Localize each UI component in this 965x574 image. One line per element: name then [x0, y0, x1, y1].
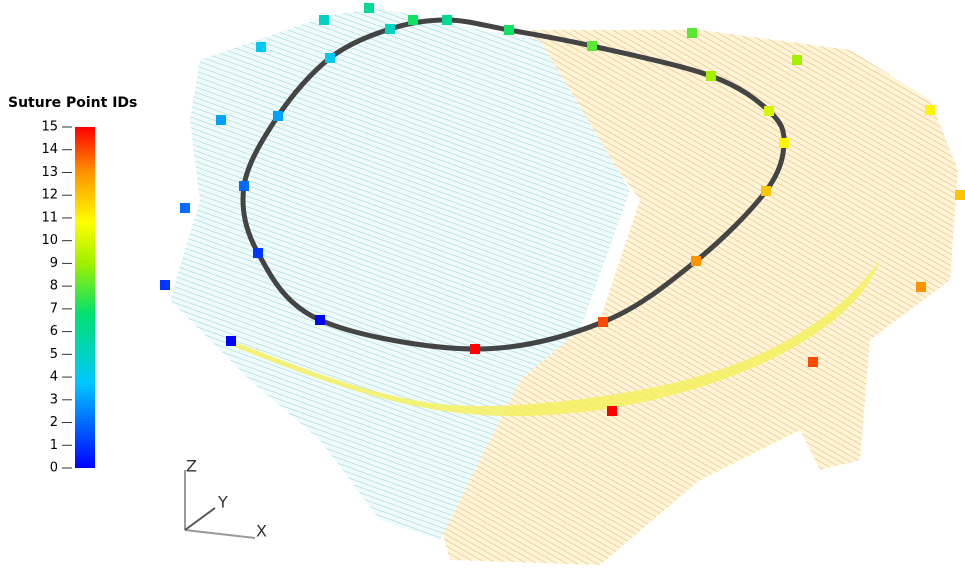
- tick-label: 0: [50, 461, 58, 476]
- suture-point: [504, 25, 514, 35]
- tick-label: 10: [41, 233, 58, 248]
- suture-point: [442, 15, 452, 25]
- suture-point: [408, 15, 418, 25]
- suture-point: [955, 190, 965, 200]
- suture-point: [598, 317, 608, 327]
- tick-label: 7: [50, 301, 58, 316]
- suture-point: [687, 28, 697, 38]
- suture-point: [385, 24, 395, 34]
- axes-glyph: Z Y X: [185, 457, 267, 541]
- tick-label: 14: [41, 142, 58, 157]
- suture-point: [761, 186, 771, 196]
- suture-point: [925, 105, 935, 115]
- tick-label: 12: [41, 188, 58, 203]
- suture-point: [364, 3, 374, 13]
- suture-point: [325, 53, 335, 63]
- suture-point: [470, 344, 480, 354]
- tick-label: 11: [41, 210, 58, 225]
- suture-point: [706, 71, 716, 81]
- suture-point: [916, 282, 926, 292]
- suture-point: [216, 115, 226, 125]
- suture-point: [226, 336, 236, 346]
- tick-label: 9: [50, 256, 58, 271]
- suture-point: [180, 203, 190, 213]
- suture-point: [273, 111, 283, 121]
- suture-point: [160, 280, 170, 290]
- axis-label: Z: [186, 457, 197, 476]
- axis-label: Y: [217, 493, 228, 512]
- tick-label: 2: [50, 415, 58, 430]
- tick-label: 4: [50, 370, 58, 385]
- suture-point: [691, 256, 701, 266]
- suture-point: [779, 138, 789, 148]
- tick-label: 8: [50, 279, 58, 294]
- tick-label: 6: [50, 324, 58, 339]
- tick-label: 1: [50, 438, 58, 453]
- tick-label: 5: [50, 347, 58, 362]
- suture-point: [808, 357, 818, 367]
- tick-label: 13: [41, 165, 58, 180]
- suture-point: [587, 41, 597, 51]
- suture-point: [319, 15, 329, 25]
- suture-point: [607, 406, 617, 416]
- suture-point: [239, 181, 249, 191]
- suture-point: [792, 55, 802, 65]
- colorbar: [75, 127, 95, 468]
- visualization: Suture Point IDs 0123456789101112131415 …: [0, 0, 965, 574]
- suture-point: [256, 42, 266, 52]
- suture-point: [764, 106, 774, 116]
- colorbar-title: Suture Point IDs: [8, 95, 137, 111]
- suture-point: [253, 248, 263, 258]
- axis-label: X: [256, 522, 267, 541]
- suture-point: [315, 315, 325, 325]
- tick-label: 3: [50, 392, 58, 407]
- mesh: [170, 8, 958, 565]
- tick-label: 15: [41, 120, 58, 135]
